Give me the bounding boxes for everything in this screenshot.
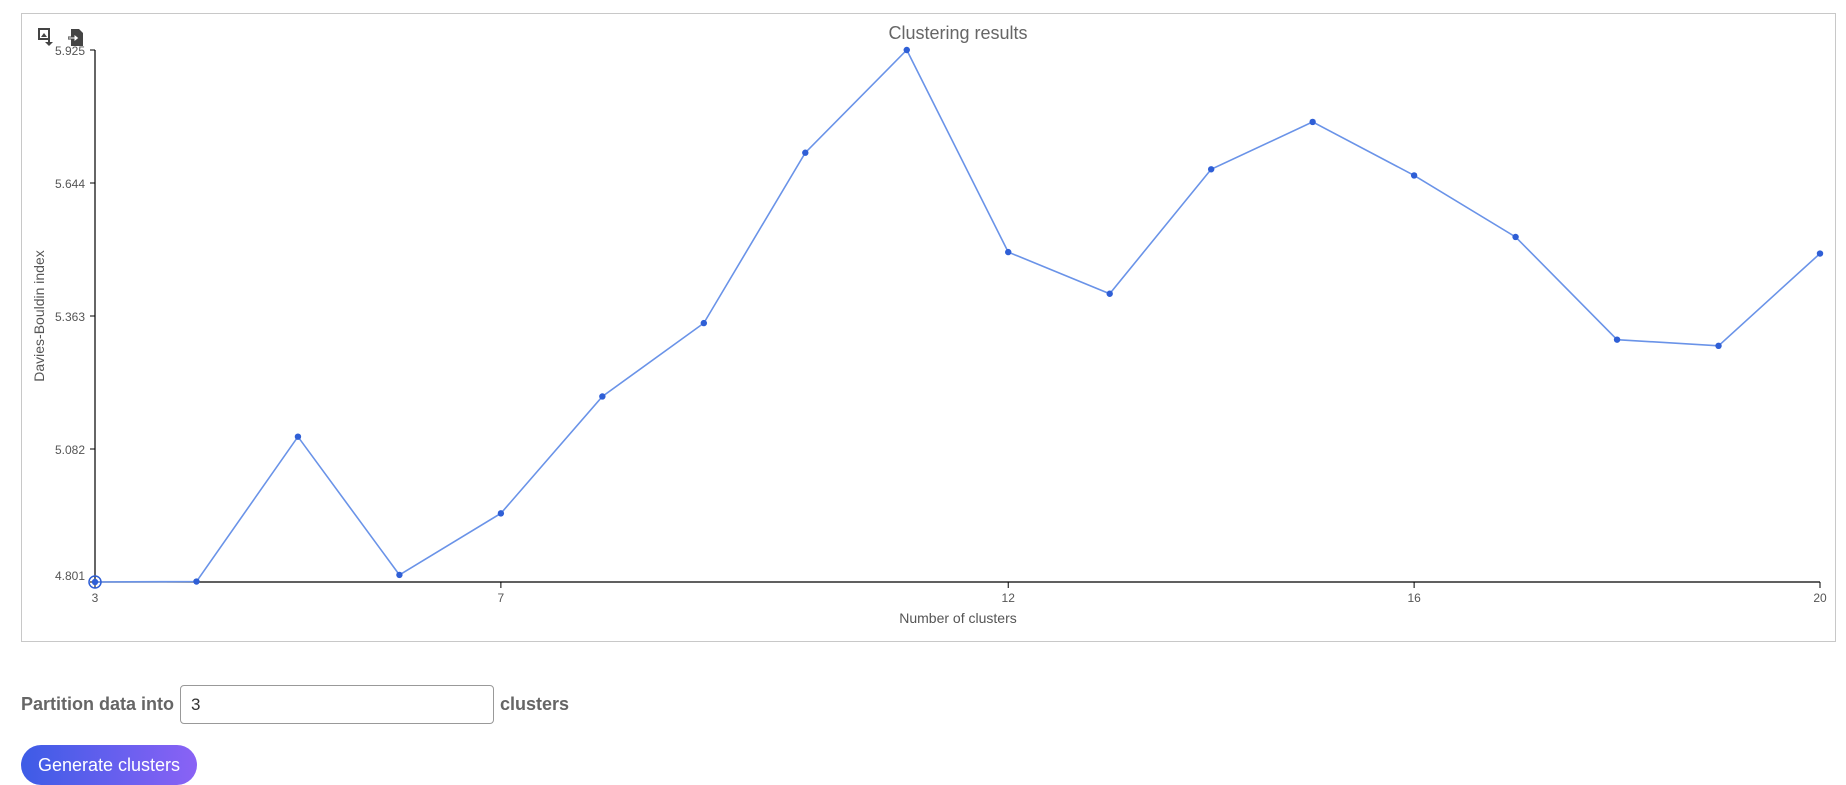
x-tick-label: 20 <box>1813 591 1827 605</box>
data-point <box>903 46 910 54</box>
cluster-count-input[interactable] <box>180 685 494 724</box>
data-point <box>193 578 200 585</box>
x-tick-label: 16 <box>1407 591 1421 605</box>
data-point <box>497 510 505 517</box>
chart-title: Clustering results <box>888 23 1027 43</box>
y-axis-label: Davies-Bouldin index <box>31 250 47 382</box>
chart-container <box>21 13 1836 642</box>
download-image-icon[interactable] <box>38 28 54 46</box>
y-tick-label: 4.801 <box>55 569 85 583</box>
y-tick-label: 5.363 <box>55 310 85 324</box>
data-point <box>700 319 708 327</box>
clusters-label: clusters <box>500 694 570 714</box>
data-point <box>1309 118 1316 126</box>
generate-clusters-button[interactable]: Generate clusters <box>21 745 197 785</box>
line-chart: Clustering results 4.801 5.082 5.363 5.644 5.… <box>31 23 1827 626</box>
data-point <box>1005 248 1012 256</box>
data-point <box>1207 166 1215 173</box>
x-tick-label: 12 <box>1002 591 1016 605</box>
data-point <box>294 433 302 440</box>
export-file-icon[interactable] <box>68 28 84 46</box>
data-point <box>599 393 606 400</box>
data-point <box>1410 172 1418 179</box>
selected-point-marker <box>88 575 102 589</box>
data-point <box>1816 250 1824 257</box>
x-axis-label: Number of clusters <box>899 610 1016 626</box>
partition-form: Partition data into clusters <box>21 685 569 724</box>
partition-label: Partition data into <box>21 694 174 714</box>
data-point <box>396 571 403 579</box>
data-point <box>91 578 99 586</box>
y-tick-label: 5.925 <box>55 44 85 58</box>
y-tick-label: 5.644 <box>55 177 85 191</box>
data-point <box>1715 342 1722 350</box>
y-tick-label: 5.082 <box>55 443 85 457</box>
x-tick-label: 7 <box>498 591 505 605</box>
data-point <box>1512 233 1519 241</box>
data-point <box>1106 290 1113 297</box>
data-point <box>802 149 809 156</box>
data-point <box>1613 336 1621 343</box>
series-line <box>94 48 1821 583</box>
x-tick-label: 3 <box>92 591 99 605</box>
